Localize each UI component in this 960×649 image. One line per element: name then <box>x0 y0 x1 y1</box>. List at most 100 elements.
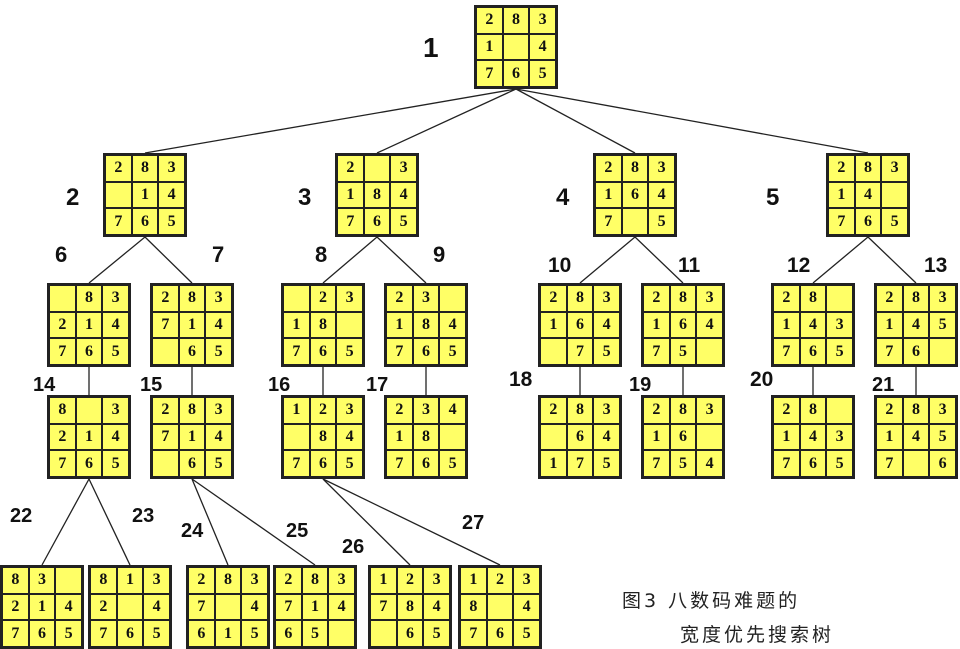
board-tile: 4 <box>902 311 930 339</box>
node-number-15: 15 <box>140 374 163 396</box>
board-tile: 6 <box>131 208 159 235</box>
edge-16-27 <box>322 478 501 566</box>
board-tile: 2 <box>876 285 903 312</box>
board-tile: 2 <box>49 423 76 451</box>
board-tile: 4 <box>143 593 170 621</box>
board-tile: 8 <box>309 311 337 339</box>
board-tile: 2 <box>386 397 413 424</box>
board-tile <box>370 620 397 647</box>
board-tile <box>826 285 853 312</box>
board-tile: 2 <box>152 397 179 424</box>
board-tile: 7 <box>876 338 903 365</box>
edge-14-23 <box>88 478 131 566</box>
board-tile: 8 <box>396 593 424 621</box>
board-tile: 7 <box>49 338 76 365</box>
board-tile: 5 <box>241 620 268 647</box>
board-tile: 2 <box>643 285 670 312</box>
node-number-11: 11 <box>678 254 701 277</box>
board-tile: 8 <box>460 593 487 621</box>
board-tile: 7 <box>643 338 670 365</box>
node-number-3: 3 <box>298 184 312 211</box>
board-tile: 4 <box>854 181 882 209</box>
board-tile: 2 <box>595 155 622 182</box>
board-tile: 6 <box>309 338 337 365</box>
board-tile: 7 <box>386 450 413 477</box>
board-tile: 2 <box>876 397 903 424</box>
board-tile: 4 <box>205 423 232 451</box>
board-tile: 8 <box>854 155 882 182</box>
board-tile: 6 <box>669 423 697 451</box>
board-tile <box>49 285 76 312</box>
board-tile: 2 <box>643 397 670 424</box>
board-tile: 7 <box>152 423 179 451</box>
board-tile: 8 <box>178 397 206 424</box>
board-tile: 3 <box>696 397 723 424</box>
board-tile <box>116 593 144 621</box>
edge-16-26 <box>322 478 411 566</box>
board-tile: 8 <box>131 155 159 182</box>
board-tile: 6 <box>502 60 530 87</box>
board-tile: 7 <box>370 593 397 621</box>
board-tile: 7 <box>90 620 117 647</box>
board-tile: 6 <box>621 181 649 209</box>
board-tile: 1 <box>131 181 159 209</box>
board-tile: 7 <box>566 450 594 477</box>
board-tile: 4 <box>439 397 466 424</box>
board-tile: 3 <box>881 155 908 182</box>
board-tile: 6 <box>902 338 930 365</box>
edge-14-22 <box>41 478 90 566</box>
node-number-24: 24 <box>181 520 204 542</box>
board-tile: 8 <box>566 285 594 312</box>
board-tile: 5 <box>826 338 853 365</box>
edge-1-2 <box>144 88 517 154</box>
edge-3-9 <box>376 236 427 284</box>
board-tile: 7 <box>275 593 302 621</box>
node-number-27: 27 <box>462 512 485 534</box>
board-tile: 5 <box>390 208 417 235</box>
board-tile <box>929 338 956 365</box>
board-tile <box>881 181 908 209</box>
board-tile: 3 <box>929 285 956 312</box>
board-tile: 1 <box>116 567 144 594</box>
board-tile <box>439 285 466 312</box>
board-tile: 6 <box>412 338 440 365</box>
board-tile: 4 <box>513 593 540 621</box>
board-tile: 6 <box>929 450 956 477</box>
board-tile: 3 <box>593 397 620 424</box>
board-tile: 5 <box>55 620 82 647</box>
board-tile: 3 <box>102 285 129 312</box>
board-tile: 1 <box>828 181 855 209</box>
board-tile: 8 <box>178 285 206 312</box>
board-tile: 4 <box>799 423 827 451</box>
board-tile: 5 <box>529 60 556 87</box>
board-tile: 1 <box>540 311 567 339</box>
node-number-19: 19 <box>629 374 652 396</box>
node-number-20: 20 <box>750 368 774 391</box>
board-tile: 1 <box>75 423 103 451</box>
board-tile: 1 <box>75 311 103 339</box>
board-tile: 1 <box>214 620 242 647</box>
board-tile <box>152 338 179 365</box>
board-tile: 2 <box>773 397 800 424</box>
board-tile: 8 <box>621 155 649 182</box>
board-tile: 3 <box>826 423 853 451</box>
board-tile: 4 <box>696 450 723 477</box>
board-tile: 4 <box>102 311 129 339</box>
board-tile: 5 <box>301 620 329 647</box>
board-tile: 3 <box>28 567 56 594</box>
node-number-14: 14 <box>33 374 56 396</box>
board-tile: 3 <box>241 567 268 594</box>
board-tile <box>439 423 466 451</box>
board-tile: 8 <box>301 567 329 594</box>
board-tile: 5 <box>336 450 363 477</box>
node-number-5: 5 <box>766 184 780 211</box>
edge-4-11 <box>634 236 684 284</box>
